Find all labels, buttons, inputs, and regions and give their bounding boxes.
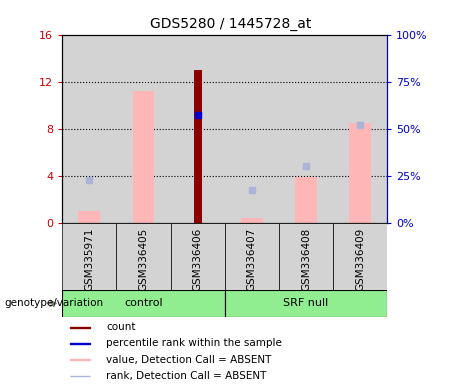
Bar [70, 327, 90, 328]
Text: control: control [124, 298, 163, 308]
Bar [78, 211, 100, 223]
Bar [333, 35, 387, 223]
Text: value, Detection Call = ABSENT: value, Detection Call = ABSENT [106, 354, 272, 364]
Bar [116, 223, 171, 290]
Bar [279, 223, 333, 290]
Bar [171, 223, 225, 290]
Text: count: count [106, 322, 136, 332]
Bar [70, 359, 90, 360]
Bar [171, 35, 225, 223]
Bar [241, 218, 263, 223]
Bar [70, 343, 90, 344]
Bar [194, 70, 202, 223]
Bar [349, 123, 371, 223]
Text: genotype/variation: genotype/variation [5, 298, 104, 308]
Bar [62, 223, 116, 290]
Bar [62, 35, 116, 223]
Bar [279, 35, 333, 223]
Bar [225, 223, 279, 290]
Bar [62, 290, 225, 317]
Bar [333, 223, 387, 290]
Text: GSM336406: GSM336406 [193, 228, 203, 291]
Text: rank, Detection Call = ABSENT: rank, Detection Call = ABSENT [106, 371, 266, 381]
Text: GSM336405: GSM336405 [138, 228, 148, 291]
Bar [225, 290, 387, 317]
Text: SRF null: SRF null [284, 298, 329, 308]
Text: GDS5280 / 1445728_at: GDS5280 / 1445728_at [150, 17, 311, 31]
Text: GSM336409: GSM336409 [355, 228, 365, 291]
Bar [295, 177, 317, 223]
Text: GSM336408: GSM336408 [301, 228, 311, 291]
Text: GSM336407: GSM336407 [247, 228, 257, 291]
Bar [133, 91, 154, 223]
Bar [116, 35, 171, 223]
Text: percentile rank within the sample: percentile rank within the sample [106, 338, 282, 348]
Text: GSM335971: GSM335971 [84, 228, 95, 291]
Bar [225, 35, 279, 223]
